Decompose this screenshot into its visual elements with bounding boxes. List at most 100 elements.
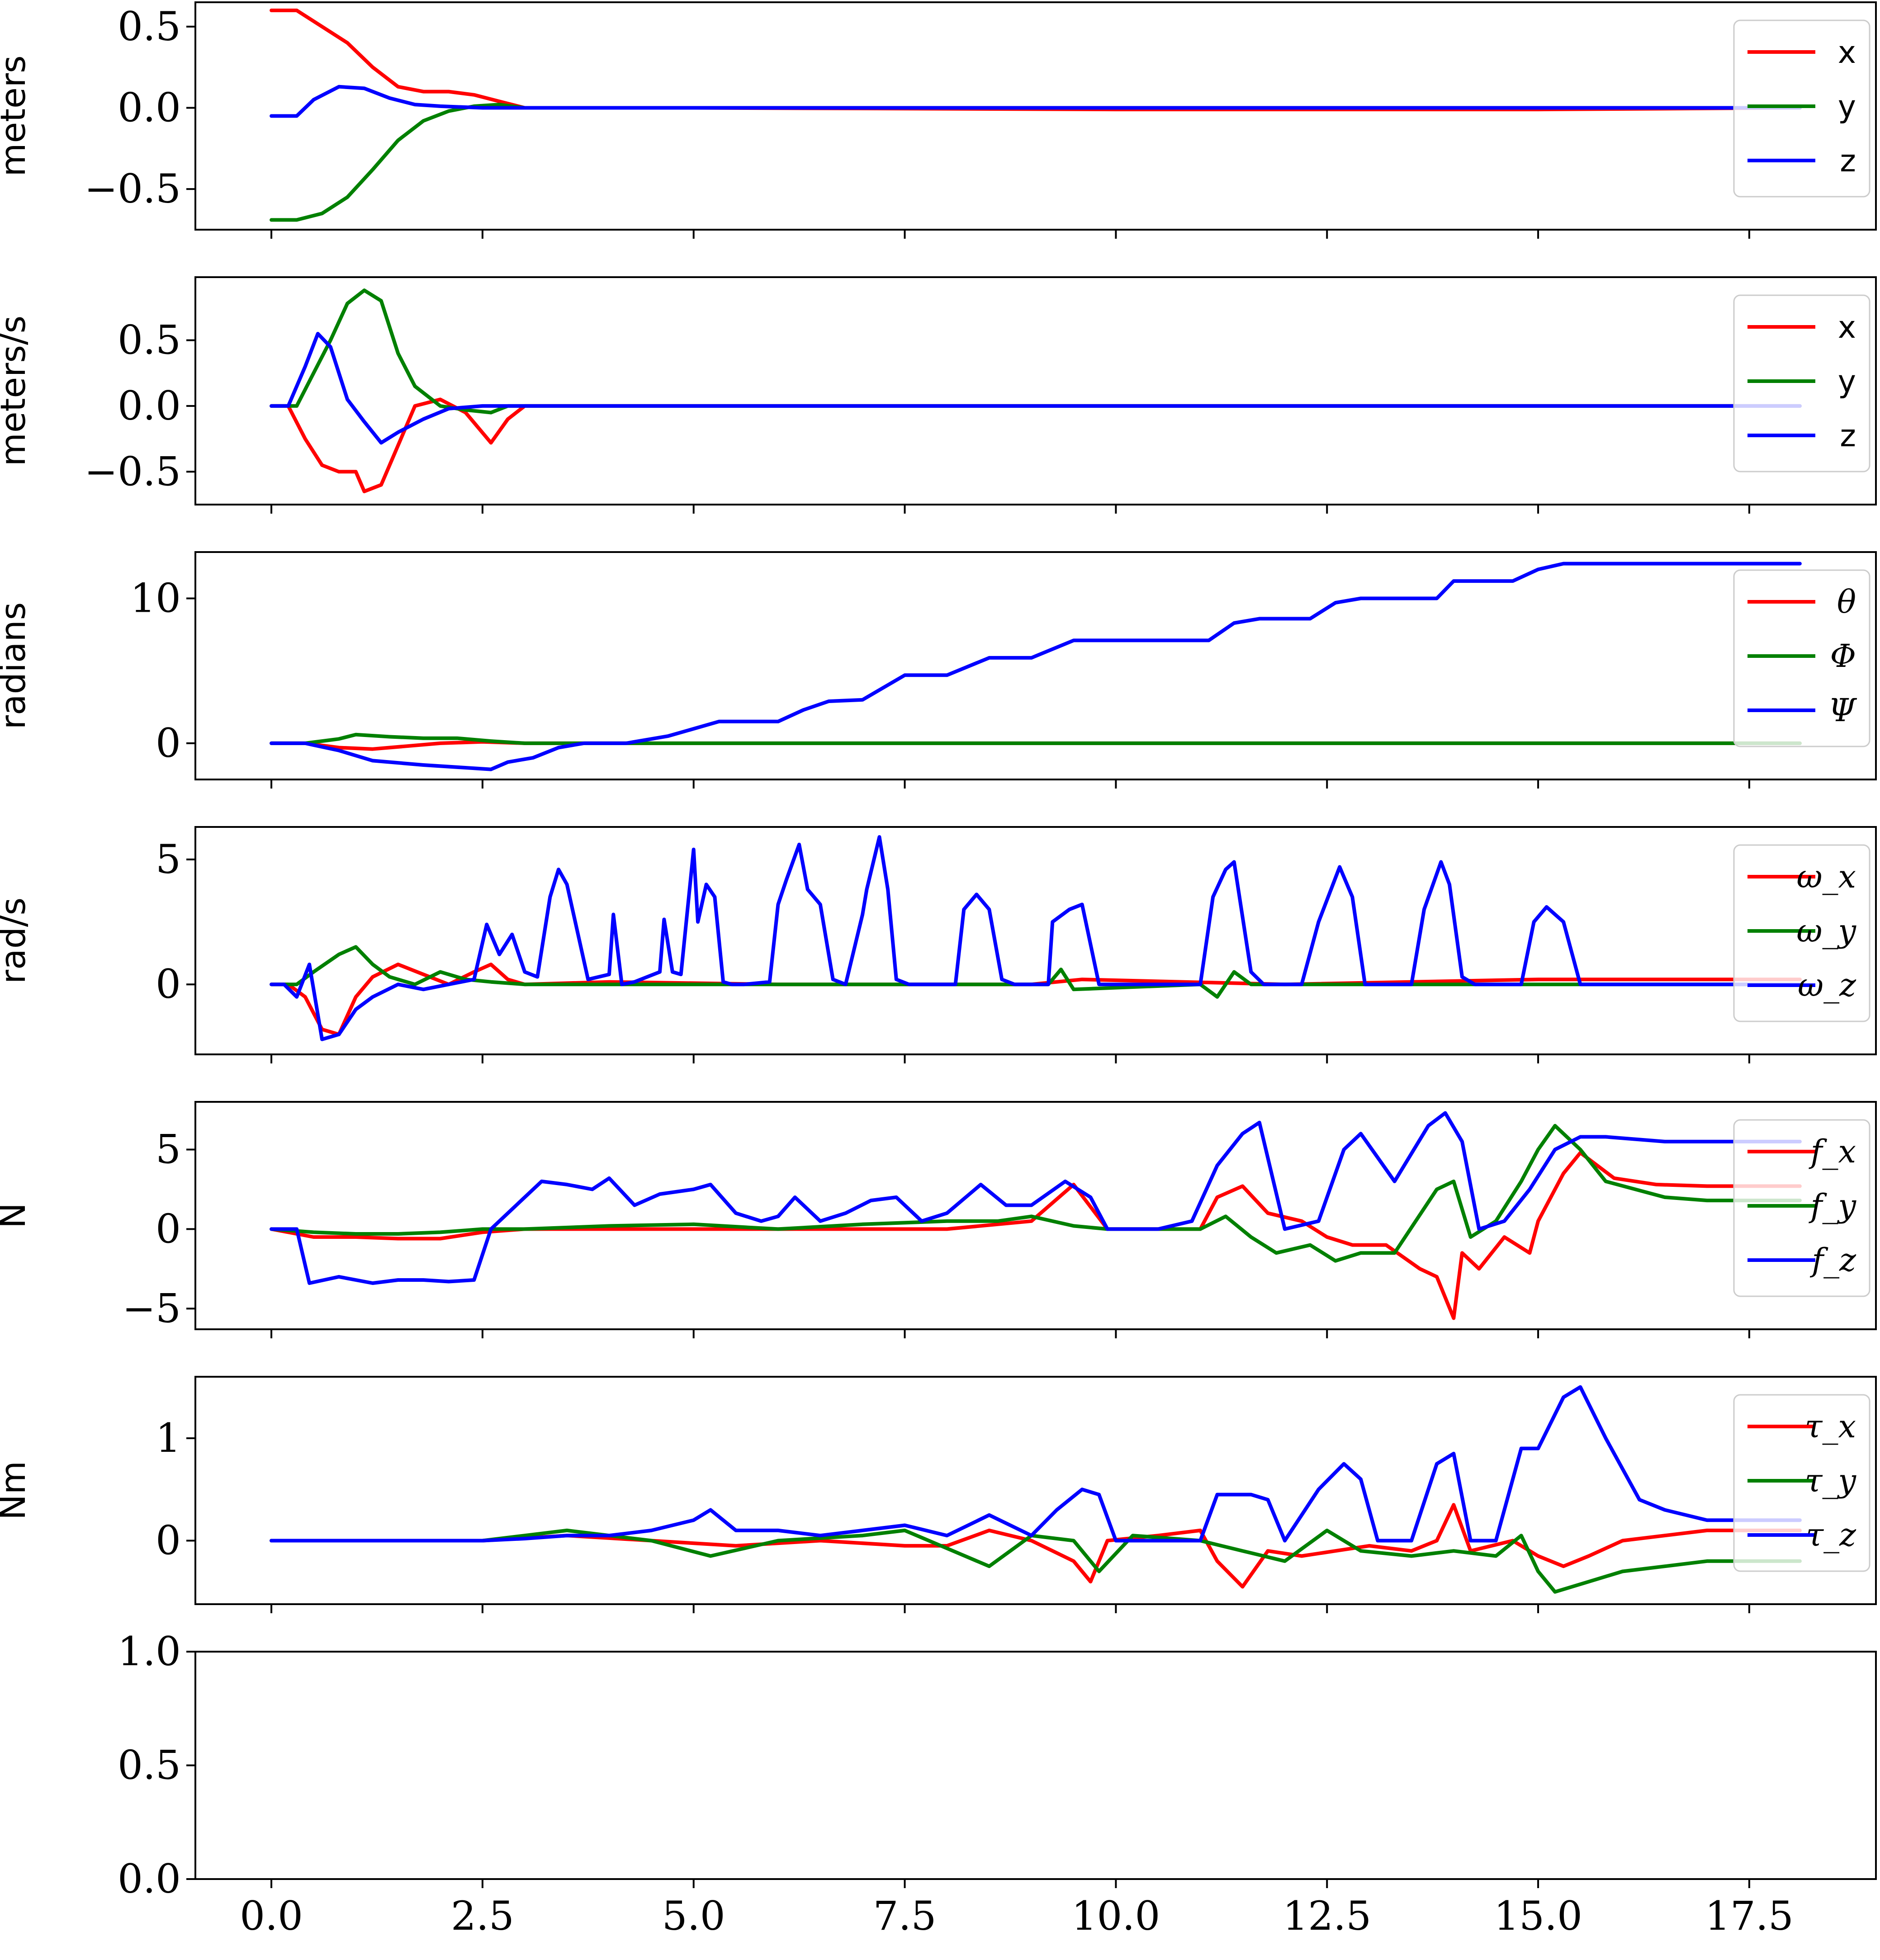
series-line-0 [270,963,1802,1036]
series-layer [270,288,1802,493]
series-layer [270,9,1802,222]
axes-frame [194,276,1877,505]
series-line-2 [270,562,1802,771]
ytick-label: 5 [156,836,181,883]
legend-box [1733,569,1871,747]
series-line-1 [270,103,1802,222]
series-line-1 [270,1528,1802,1594]
ytick-label: 0.0 [118,85,181,131]
series-line-2 [270,1385,1802,1543]
axes-frame [194,551,1877,780]
legend-box [1733,844,1871,1022]
ylabel: N [0,1203,33,1228]
subplot-angle: 0 10 radians θΦΨ [0,551,1877,789]
ytick-label: 10 [130,575,181,622]
series-line-0 [270,397,1802,493]
legend-label: ω_y [1796,912,1856,949]
series-layer [270,1385,1802,1594]
subplot-velocity: −0.5 0.0 0.5 meters/s xyz [0,276,1877,514]
ytick-label: −0.5 [84,448,181,495]
legend-box [1733,294,1871,472]
series-line-2 [270,85,1802,118]
ytick-label: 1.0 [118,1628,181,1675]
legend: xyz [1733,19,1871,198]
legend-label: f_y [1809,1187,1857,1224]
legend-label: τ_z [1806,1516,1856,1554]
legend-box [1733,1119,1871,1297]
xtick-label: 15.0 [1494,1893,1582,1939]
series-line-2 [270,835,1802,1041]
ytick-label: 0 [156,1205,181,1252]
xtick-label: 0.0 [240,1893,303,1939]
ylabel: radians [0,602,33,730]
ylabel: meters [0,55,33,176]
ytick-label: 1 [156,1415,181,1461]
series-layer [270,1111,1802,1320]
legend-label: τ_x [1805,1408,1856,1445]
legend-label: τ_y [1805,1462,1857,1499]
subplot-force: −5 0 5 Nf_x f_y f_z [0,1101,1877,1338]
legend-label: ω_x [1796,858,1856,895]
ytick-label: −5 [122,1285,181,1332]
axes-frame [194,1376,1877,1605]
legend-label: y [1838,364,1856,400]
series-line-1 [270,1124,1802,1263]
legend-label: z [1840,143,1856,179]
legend-label: x [1838,310,1856,345]
series-line-1 [270,732,1802,745]
ylabel: rad/s [0,897,33,984]
subplot-torque: 0 1 Nm τ_x τ_y τ_z [0,1376,1877,1613]
series-line-0 [270,9,1802,112]
series-line-1 [270,288,1802,415]
ytick-label: 0.0 [118,383,181,429]
legend-box [1733,1394,1871,1572]
legend-label: ω_z [1798,967,1856,1004]
legend-label: Φ [1830,638,1856,675]
series-line-0 [270,1151,1802,1320]
ytick-label: −0.5 [84,165,181,212]
ytick-label: 5 [156,1126,181,1173]
axes-frame [194,826,1877,1055]
axes-frame [194,1,1877,231]
ytick-label: 0 [156,1517,181,1564]
series-layer [270,562,1802,771]
legend-box [1733,19,1871,198]
subplot-position: −0.5 0.0 0.5 meters xyz [0,1,1877,239]
series-line-1 [270,945,1802,999]
legend-label: Ψ [1828,692,1857,729]
legend-label: x [1838,35,1856,71]
legend-label: f_z [1809,1242,1856,1279]
xtick-label: 5.0 [662,1893,725,1939]
xtick-label: 17.5 [1705,1893,1794,1939]
ytick-label: 0 [156,720,181,766]
legend: xyz [1733,294,1871,472]
ytick-label: 0.0 [118,1856,181,1902]
axes-frame [194,1651,1877,1880]
legend: f_x f_y f_z [1733,1119,1871,1297]
ylabel: Nm [0,1461,33,1520]
legend: θΦΨ [1733,569,1871,747]
legend-label: θ [1837,583,1856,620]
legend-label: z [1840,418,1856,454]
legend: ω_x ω_y ω_z [1733,844,1871,1022]
ytick-label: 0.5 [118,317,181,364]
subplot-empty: 0.0 0.5 1.0 0.0 2.5 5.0 7.5 10.0 12.5 15.0 17.5 [118,1628,1877,1939]
ytick-label: 0 [156,961,181,1007]
legend: τ_x τ_y τ_z [1733,1394,1871,1572]
axes-frame [194,1101,1877,1330]
subplot-angular-velocity: 0 5 rad/s ω_x ω_y ω_z [0,826,1877,1063]
xtick-label: 10.0 [1071,1893,1160,1939]
ytick-label: 0.5 [118,3,181,50]
ytick-label: 0.5 [118,1742,181,1789]
legend-label: f_x [1809,1133,1856,1170]
series-line-2 [270,332,1802,445]
legend-label: y [1838,89,1856,125]
series-line-2 [270,1111,1802,1285]
xtick-label: 2.5 [451,1893,514,1939]
series-line-0 [270,1503,1802,1589]
ylabel: meters/s [0,316,33,466]
xtick-label: 12.5 [1283,1893,1371,1939]
xtick-label: 7.5 [873,1893,937,1939]
series-layer [270,835,1802,1041]
